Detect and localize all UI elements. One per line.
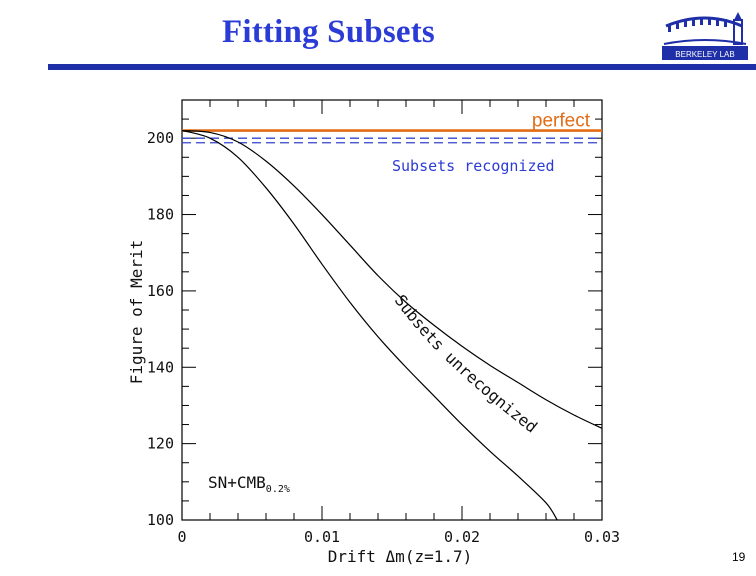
subsets-recognized-label: Subsets recognized [392,157,555,175]
y-tick-label: 180 [147,206,174,224]
series-line [181,129,603,429]
y-tick-label: 160 [147,282,174,300]
y-tick-label: 120 [147,435,174,453]
y-tick-label: 140 [147,358,174,376]
x-axis-label: Drift Δm(z=1.7) [328,547,473,566]
slide-title: Fitting Subsets [222,14,435,50]
reference-lines [182,129,602,144]
svg-text:Subsets unrecognized: Subsets unrecognized [391,291,541,436]
series-lines [181,129,603,521]
subsets-unrecognized-annotation: Subsets unrecognized [391,291,541,436]
series-line [181,129,558,521]
x-tick-label: 0.02 [444,528,480,546]
x-tick-label: 0.01 [304,528,340,546]
x-tick-label: 0 [177,528,186,546]
plot-frame [181,99,603,521]
legend-label: SN+CMB0.2% [208,473,290,495]
y-tick-label: 100 [147,511,174,529]
x-tick-label: 0.03 [584,528,620,546]
y-axis-label: Figure of Merit [127,240,146,385]
perfect-label: perfect [532,111,591,132]
logo-text: BERKELEY LAB [675,50,734,59]
title-rule [48,64,756,70]
page-number: 19 [732,550,746,564]
berkeley-lab-logo: BERKELEY LAB [662,12,748,60]
y-tick-label: 200 [147,129,174,147]
